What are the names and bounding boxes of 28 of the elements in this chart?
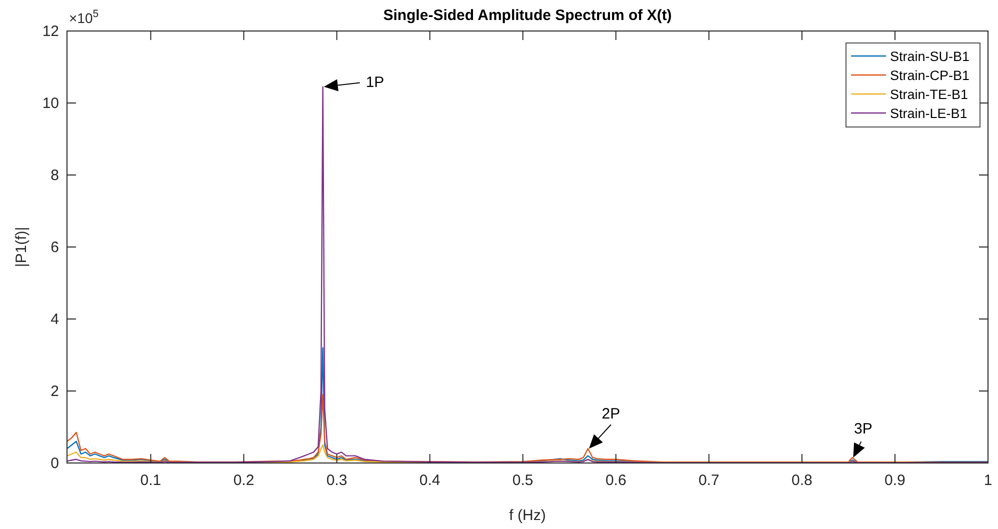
- y-tick-label: 4: [50, 311, 59, 328]
- y-tick-label: 8: [50, 167, 59, 184]
- x-tick-label: 0.9: [884, 472, 906, 489]
- y-tick-label: 12: [42, 23, 59, 40]
- legend-label: Strain-TE-B1: [890, 87, 968, 102]
- y-tick-label: 10: [42, 95, 59, 112]
- legend-label: Strain-SU-B1: [890, 49, 970, 64]
- x-tick-label: 0.1: [140, 472, 162, 489]
- x-tick-label: 0.6: [605, 472, 626, 489]
- y-tick-label: 6: [50, 239, 59, 256]
- legend-label: Strain-CP-B1: [890, 68, 970, 83]
- y-tick-label: 2: [50, 383, 59, 400]
- text: ×10$^{5}$: [69, 8, 99, 26]
- x-tick-label: 0.2: [233, 472, 254, 489]
- x-tick-label: 0.7: [698, 472, 720, 489]
- x-tick-label: 1: [984, 472, 992, 489]
- x-tick-label: 0.3: [326, 472, 348, 489]
- annotation: 1P: [366, 74, 384, 91]
- y-axis-title: |P1(f)|: [13, 226, 30, 268]
- annotation: 3P: [854, 420, 872, 438]
- x-tick-label: 0.8: [792, 472, 812, 489]
- x-tick-label: 0.4: [419, 472, 440, 489]
- x-axis-title: f (Hz): [509, 507, 546, 524]
- legend-label: Strain-LE-B1: [890, 106, 968, 121]
- annotation: 2P: [602, 406, 620, 423]
- chart-title: Single-Sided Amplitude Spectrum of X(t): [383, 7, 672, 24]
- x-tick-label: 0.5: [512, 472, 534, 489]
- y-tick-label: 0: [50, 455, 59, 472]
